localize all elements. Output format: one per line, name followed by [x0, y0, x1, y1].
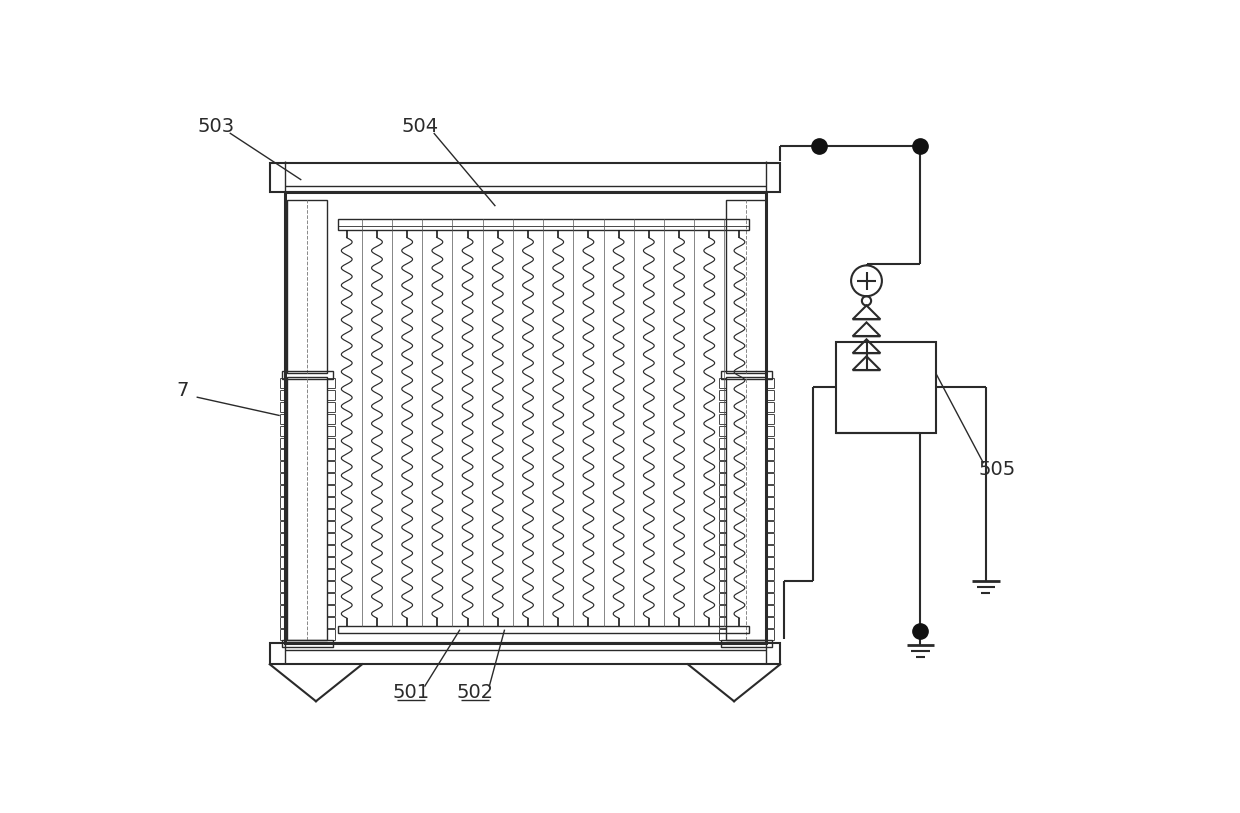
Bar [270, 643, 780, 664]
Text: 502: 502 [456, 683, 494, 702]
Bar [727, 200, 766, 373]
Polygon shape [270, 664, 362, 702]
Bar [727, 377, 766, 641]
Bar [720, 371, 771, 379]
Bar [285, 192, 766, 643]
Text: 503: 503 [197, 117, 234, 137]
Polygon shape [688, 664, 780, 702]
Text: 7: 7 [176, 381, 188, 401]
Bar [270, 163, 780, 192]
Bar [836, 342, 936, 433]
Bar [720, 641, 771, 646]
Bar [288, 200, 327, 373]
Text: 501: 501 [392, 683, 429, 702]
Bar [281, 641, 332, 646]
Bar [281, 371, 332, 379]
Text: 504: 504 [402, 117, 439, 137]
Bar [288, 377, 327, 641]
Bar [337, 626, 749, 633]
Bar [337, 220, 749, 230]
Text: 505: 505 [978, 460, 1016, 479]
